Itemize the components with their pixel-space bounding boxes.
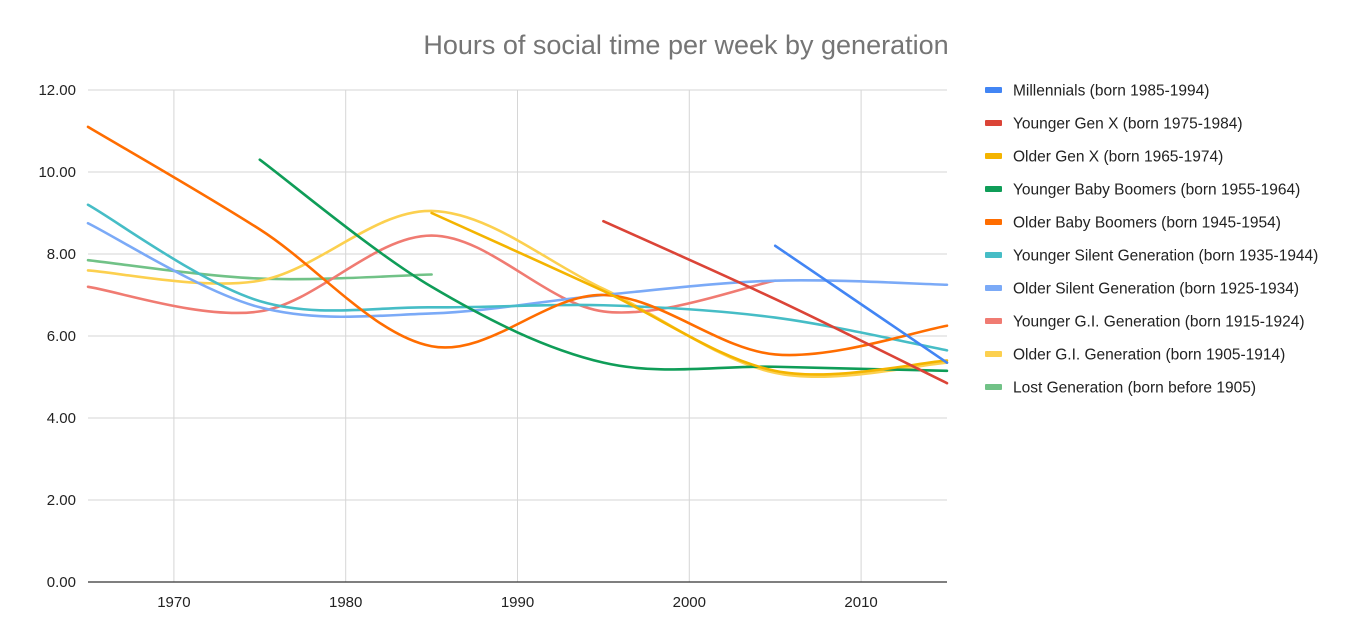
x-tick-label: 1990 bbox=[501, 594, 534, 611]
y-tick-label: 12.00 bbox=[38, 82, 76, 99]
legend: Millennials (born 1985-1994) Younger Gen … bbox=[985, 83, 1318, 397]
legend-item-older-g-i-generation: Older G.I. Generation (born 1905-1914) bbox=[985, 347, 1285, 364]
y-tick-label: 6.00 bbox=[47, 328, 76, 345]
x-tick-label: 1970 bbox=[157, 594, 190, 611]
legend-swatch bbox=[985, 120, 1002, 126]
legend-swatch bbox=[985, 252, 1002, 258]
legend-item-younger-silent-generation: Younger Silent Generation (born 1935-194… bbox=[985, 248, 1318, 265]
series-line-older-g-i-generation bbox=[86, 209, 949, 379]
series-line-older-gen-x bbox=[430, 211, 949, 376]
chart-title: Hours of social time per week by generat… bbox=[423, 30, 948, 60]
y-tick-label: 2.00 bbox=[47, 492, 76, 509]
legend-label: Millennials (born 1985-1994) bbox=[1013, 83, 1209, 100]
legend-swatch bbox=[985, 285, 1002, 291]
y-tick-label: 10.00 bbox=[38, 164, 76, 181]
legend-label: Older Silent Generation (born 1925-1934) bbox=[1013, 281, 1299, 298]
legend-swatch bbox=[985, 219, 1002, 225]
legend-label: Younger Silent Generation (born 1935-194… bbox=[1013, 248, 1318, 265]
legend-swatch bbox=[985, 384, 1002, 390]
legend-item-millennials: Millennials (born 1985-1994) bbox=[985, 83, 1209, 100]
legend-swatch bbox=[985, 351, 1002, 357]
legend-item-older-gen-x: Older Gen X (born 1965-1974) bbox=[985, 149, 1223, 166]
x-tick-label: 1980 bbox=[329, 594, 362, 611]
gridlines bbox=[88, 89, 947, 582]
legend-item-younger-gen-x: Younger Gen X (born 1975-1984) bbox=[985, 116, 1243, 133]
legend-item-lost-generation: Lost Generation (born before 1905) bbox=[985, 380, 1256, 397]
legend-swatch bbox=[985, 318, 1002, 324]
legend-label: Older Baby Boomers (born 1945-1954) bbox=[1013, 215, 1281, 232]
legend-label: Lost Generation (born before 1905) bbox=[1013, 380, 1256, 397]
x-tick-label: 2010 bbox=[844, 594, 877, 611]
series-line-older-baby-boomers bbox=[86, 125, 949, 357]
legend-label: Younger Gen X (born 1975-1984) bbox=[1013, 116, 1243, 133]
series-line-younger-gen-x bbox=[602, 219, 949, 385]
y-tick-label: 0.00 bbox=[47, 574, 76, 591]
y-tick-label: 4.00 bbox=[47, 410, 76, 427]
legend-label: Younger Baby Boomers (born 1955-1964) bbox=[1013, 182, 1300, 199]
series-line-millennials bbox=[773, 244, 949, 364]
x-tick-label: 2000 bbox=[673, 594, 706, 611]
axes: 0.00 2.00 4.00 6.00 8.00 10.00 12.00 1970 1980 19… bbox=[38, 82, 947, 611]
legend-item-older-baby-boomers: Older Baby Boomers (born 1945-1954) bbox=[985, 215, 1281, 232]
y-tick-label: 8.00 bbox=[47, 246, 76, 263]
series-line-lost-generation bbox=[86, 258, 433, 281]
legend-item-younger-baby-boomers: Younger Baby Boomers (born 1955-1964) bbox=[985, 182, 1300, 199]
legend-swatch bbox=[985, 186, 1002, 192]
legend-item-younger-g-i-generation: Younger G.I. Generation (born 1915-1924) bbox=[985, 314, 1305, 331]
legend-label: Younger G.I. Generation (born 1915-1924) bbox=[1013, 314, 1305, 331]
series-line-younger-baby-boomers bbox=[258, 158, 949, 373]
legend-swatch bbox=[985, 87, 1002, 93]
series-lines bbox=[86, 125, 949, 385]
series-line-younger-silent-generation bbox=[86, 203, 949, 352]
legend-item-older-silent-generation: Older Silent Generation (born 1925-1934) bbox=[985, 281, 1299, 298]
legend-label: Older G.I. Generation (born 1905-1914) bbox=[1013, 347, 1285, 364]
legend-swatch bbox=[985, 153, 1002, 159]
legend-label: Older Gen X (born 1965-1974) bbox=[1013, 149, 1223, 166]
